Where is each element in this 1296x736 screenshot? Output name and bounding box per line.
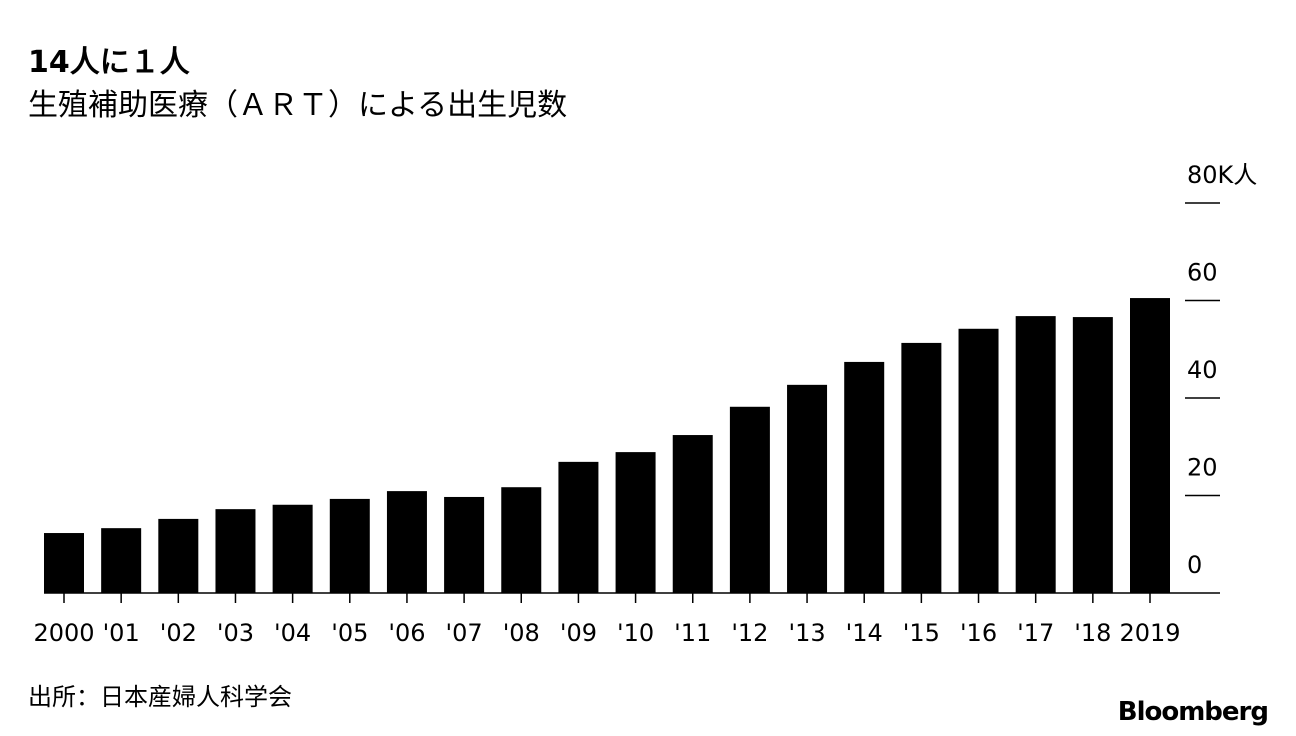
x-tick-label: '09 [560, 619, 597, 647]
bar [101, 528, 142, 593]
chart-title: 14人に１人 [28, 45, 190, 80]
y-tick-label: 0 [1187, 551, 1202, 579]
bar [215, 509, 256, 593]
x-tick-label: '15 [903, 619, 940, 647]
y-tick-label: 60 [1187, 259, 1218, 287]
y-tick-label: 40 [1187, 356, 1218, 384]
bar [901, 342, 942, 593]
bar [1072, 317, 1113, 593]
bar [1015, 316, 1056, 593]
x-tick-label: '08 [503, 619, 540, 647]
x-tick-label: '04 [274, 619, 311, 647]
y-tick-label: 80K人 [1187, 161, 1257, 189]
y-tick-label: 20 [1187, 454, 1218, 482]
bar [158, 518, 199, 593]
bar [615, 452, 656, 593]
bar [958, 328, 999, 593]
bar [386, 491, 427, 593]
brand: Bloomberg [1118, 697, 1268, 727]
x-tick-label: '16 [960, 619, 997, 647]
x-tick-label: '12 [731, 619, 768, 647]
x-tick-label: 2019 [1119, 619, 1180, 647]
x-tick-label: '13 [788, 619, 825, 647]
x-tick-label: '01 [103, 619, 140, 647]
x-tick-label: '11 [674, 619, 711, 647]
x-tick-label: 2000 [33, 619, 94, 647]
bar [787, 384, 828, 593]
source: 出所：日本産婦人科学会 [28, 683, 292, 711]
x-tick-label: '10 [617, 619, 654, 647]
bar [329, 498, 370, 593]
x-tick-label: '17 [1017, 619, 1054, 647]
bar [44, 533, 84, 593]
x-tick-label: '05 [331, 619, 368, 647]
bar [729, 406, 770, 593]
x-tick-label: '14 [846, 619, 883, 647]
x-tick-label: '07 [446, 619, 483, 647]
bar [444, 496, 485, 593]
x-tick-label: '03 [217, 619, 254, 647]
x-tick-label: '06 [388, 619, 425, 647]
x-tick-label: '02 [160, 619, 197, 647]
chart-subtitle: 生殖補助医療（ＡＲＴ）による出生児数 [28, 88, 567, 123]
bar [272, 504, 313, 593]
bar [1130, 298, 1170, 593]
x-tick-label: '18 [1074, 619, 1111, 647]
bar [672, 435, 713, 593]
bar [501, 487, 542, 593]
bar [844, 361, 885, 593]
bar [558, 461, 599, 593]
